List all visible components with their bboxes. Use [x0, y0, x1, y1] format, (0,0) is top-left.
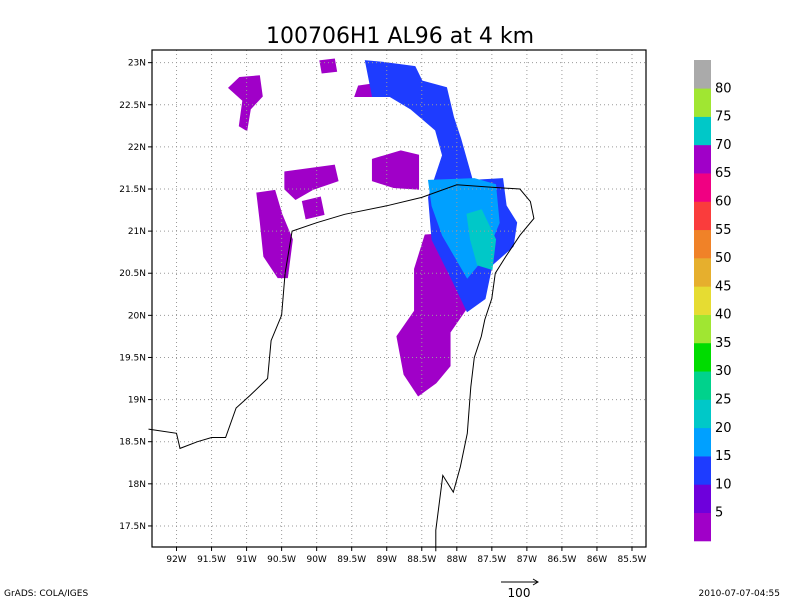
x-tick-label: 91.5W — [197, 555, 226, 565]
map-frame — [151, 49, 647, 548]
colorbar-swatch — [694, 229, 711, 259]
x-tick-label: 86.5W — [547, 555, 576, 565]
wind-speed-regions — [227, 58, 518, 397]
wind-speed-region-5-10 — [371, 150, 420, 190]
colorbar-label: 5 — [715, 506, 723, 521]
colorbar-label: 10 — [715, 477, 732, 492]
wind-speed-region-5-10 — [284, 164, 339, 201]
map-background — [152, 50, 646, 547]
colorbar-swatch — [694, 286, 711, 315]
colorbar-label: 15 — [715, 449, 732, 464]
wind-speed-region-20-25 — [466, 209, 497, 270]
colorbar-swatch — [694, 371, 711, 400]
colorbar-label: 55 — [715, 223, 732, 238]
colorbar-swatch — [694, 399, 711, 429]
colorbar-label: 35 — [715, 336, 732, 351]
colorbar-swatch — [694, 258, 711, 287]
colorbar-label: 65 — [715, 166, 732, 181]
y-tick-label: 23N — [128, 59, 146, 69]
x-tick-label: 91W — [236, 555, 256, 565]
reference-vector-arrowhead — [532, 578, 539, 586]
x-tick-label: 88W — [447, 555, 467, 565]
map-panel: 92W 91.5W 91W 90.5W 90W 89.5W 89W 88.5W 88W 87.5W… — [119, 49, 647, 565]
y-tick-label: 18.5N — [119, 438, 146, 448]
plot-title: 100706H1 AL96 at 4 km — [266, 24, 534, 49]
colorbar-label: 70 — [715, 138, 732, 153]
colorbar-label: 60 — [715, 195, 732, 210]
colorbar-label: 80 — [715, 81, 732, 96]
y-tick-label: 18N — [128, 480, 146, 490]
colorbar-swatch — [694, 342, 711, 372]
x-tick-label: 89W — [377, 555, 397, 565]
colorbar-swatch — [694, 60, 711, 89]
y-tick-label: 20N — [128, 311, 146, 321]
x-tick-label: 87W — [517, 555, 537, 565]
colorbar-label: 25 — [715, 393, 732, 408]
wind-speed-region-5-10 — [256, 189, 293, 279]
wind-speed-region-5-10 — [319, 58, 338, 74]
y-tick-label: 17.5N — [119, 522, 146, 532]
x-axis-ticks: 92W 91.5W 91W 90.5W 90W 89.5W 89W 88.5W 88W 87.5W… — [166, 547, 647, 565]
x-tick-label: 86W — [587, 555, 607, 565]
y-tick-label: 22.5N — [119, 101, 146, 111]
colorbar-label: 30 — [715, 364, 732, 379]
x-tick-label: 92W — [166, 555, 186, 565]
colorbar-label: 75 — [715, 110, 732, 125]
y-tick-label: 22N — [128, 143, 146, 153]
y-tick-label: 19.5N — [119, 353, 146, 363]
y-tick-label: 19N — [128, 396, 146, 406]
colorbar-swatch — [694, 116, 711, 146]
colorbar-swatch — [694, 314, 711, 344]
footer-right-timestamp: 2010-07-07-04:55 — [699, 589, 781, 599]
x-tick-label: 88.5W — [407, 555, 436, 565]
colorbar: 5 10 15 20 25 30 35 40 45 50 55 60 65 70 75 80 — [694, 60, 732, 542]
x-tick-label: 90.5W — [267, 555, 296, 565]
colorbar-swatch — [694, 201, 711, 231]
colorbar-label: 45 — [715, 279, 732, 294]
wind-speed-region-5-10 — [301, 196, 325, 220]
x-tick-label: 89.5W — [337, 555, 366, 565]
y-tick-label: 20.5N — [119, 269, 146, 279]
colorbar-swatch — [694, 144, 711, 174]
reference-vector: 100 — [501, 578, 539, 600]
x-tick-label: 87.5W — [477, 555, 506, 565]
lat-lon-grid — [152, 50, 646, 547]
x-tick-label: 90W — [306, 555, 326, 565]
y-tick-label: 21N — [128, 227, 146, 237]
colorbar-swatch — [694, 88, 711, 117]
y-tick-label: 21.5N — [119, 185, 146, 195]
colorbar-swatch — [694, 427, 711, 457]
x-tick-label: 85.5W — [618, 555, 647, 565]
colorbar-swatch — [694, 484, 711, 513]
colorbar-swatch — [694, 512, 711, 542]
coastline — [148, 184, 535, 552]
colorbar-label: 20 — [715, 421, 732, 436]
reference-vector-label: 100 — [508, 586, 531, 600]
colorbar-label: 40 — [715, 308, 732, 323]
colorbar-swatch — [694, 456, 711, 485]
y-axis-ticks: 23N 22.5N 22N 21.5N 21N 20.5N 20N 19.5N 19N 18.5N… — [119, 59, 152, 532]
colorbar-label: 50 — [715, 251, 732, 266]
colorbar-swatch — [694, 173, 711, 202]
footer-left-credit: GrADS: COLA/IGES — [4, 589, 88, 599]
